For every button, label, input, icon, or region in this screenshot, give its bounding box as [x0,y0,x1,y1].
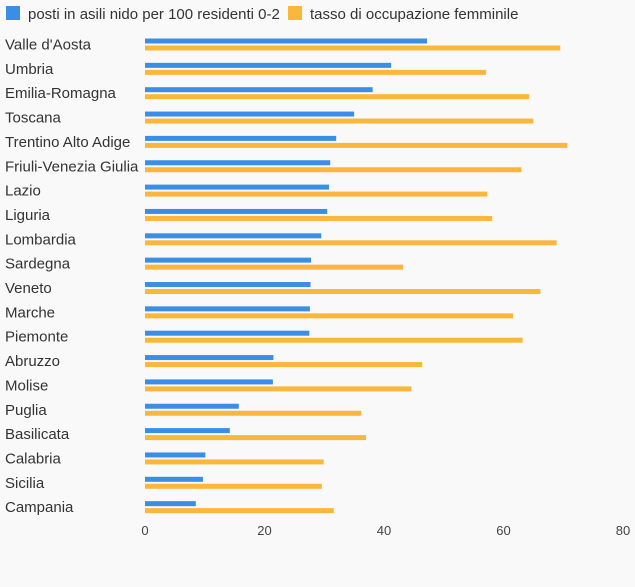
bar-posti-asili[interactable] [145,330,310,336]
category-label: Lombardia [5,231,77,248]
bar-posti-asili[interactable] [145,257,312,263]
category-label: Trentino Alto Adige [5,134,130,151]
legend-label-2[interactable]: tasso di occupazione femminile [310,6,518,23]
x-tick-label: 60 [496,523,510,538]
bar-occupazione[interactable] [145,410,362,416]
bar-occupazione[interactable] [145,508,334,514]
bar-occupazione[interactable] [145,313,514,319]
x-tick-label: 0 [141,523,148,538]
bar-posti-asili[interactable] [145,38,428,44]
bar-posti-asili[interactable] [145,428,230,434]
category-label: Basilicata [5,426,70,443]
bar-occupazione[interactable] [145,483,322,489]
category-label: Abruzzo [5,353,60,370]
category-label: Emilia-Romagna [5,85,117,102]
bar-occupazione[interactable] [145,94,530,100]
category-label: Marche [5,304,55,321]
category-label: Piemonte [5,329,68,346]
x-tick-label: 20 [257,523,271,538]
category-label: Friuli-Venezia Giulia [5,158,139,175]
bar-occupazione[interactable] [145,459,324,465]
bar-posti-asili[interactable] [145,233,322,239]
bar-occupazione[interactable] [145,337,523,343]
x-axis-ticks: 0 20 40 60 80 [141,523,630,538]
category-labels: Valle d'Aosta Umbria Emilia-Romagna Toscana… [5,37,139,517]
bar-occupazione[interactable] [145,69,487,75]
category-label: Sardegna [5,256,71,273]
bar-posti-asili[interactable] [145,452,206,458]
bar-occupazione[interactable] [145,118,534,124]
bar-posti-asili[interactable] [145,476,203,482]
bar-posti-asili[interactable] [145,379,273,385]
bar-occupazione[interactable] [145,435,367,441]
category-label: Veneto [5,280,52,297]
x-tick-label: 80 [616,523,630,538]
category-label: Calabria [5,450,62,467]
category-label: Lazio [5,183,41,200]
bar-posti-asili[interactable] [145,111,355,117]
bar-posti-asili[interactable] [145,501,196,507]
bars [145,38,568,514]
bar-posti-asili[interactable] [145,208,328,214]
category-label: Toscana [5,110,62,127]
bar-occupazione[interactable] [145,215,493,221]
bar-posti-asili[interactable] [145,282,311,287]
bar-occupazione[interactable] [145,240,557,246]
bar-occupazione[interactable] [145,386,412,392]
bar-occupazione[interactable] [145,264,404,270]
bar-occupazione[interactable] [145,142,568,148]
bar-posti-asili[interactable] [145,62,392,68]
bar-posti-asili[interactable] [145,403,239,409]
category-label: Molise [5,377,48,394]
category-label: Puglia [5,402,47,419]
bar-occupazione[interactable] [145,362,423,368]
bar-occupazione[interactable] [145,45,561,51]
bar-posti-asili[interactable] [145,355,274,361]
legend: posti in asili nido per 100 residenti 0-… [6,6,518,23]
category-label: Valle d'Aosta [5,37,92,54]
bar-occupazione[interactable] [145,191,488,197]
bar-occupazione[interactable] [145,289,541,294]
category-label: Umbria [5,61,54,78]
bar-occupazione[interactable] [145,167,522,173]
legend-swatch-1[interactable] [6,6,20,20]
category-label: Liguria [5,207,51,224]
legend-label-1[interactable]: posti in asili nido per 100 residenti 0-… [28,6,280,23]
bar-posti-asili[interactable] [145,160,331,166]
bar-posti-asili[interactable] [145,87,373,93]
bar-posti-asili[interactable] [145,184,330,190]
x-tick-label: 40 [377,523,391,538]
category-label: Sicilia [5,475,45,492]
bar-posti-asili[interactable] [145,135,337,141]
bar-posti-asili[interactable] [145,306,310,312]
category-label: Campania [5,499,74,516]
legend-swatch-2[interactable] [288,6,302,20]
